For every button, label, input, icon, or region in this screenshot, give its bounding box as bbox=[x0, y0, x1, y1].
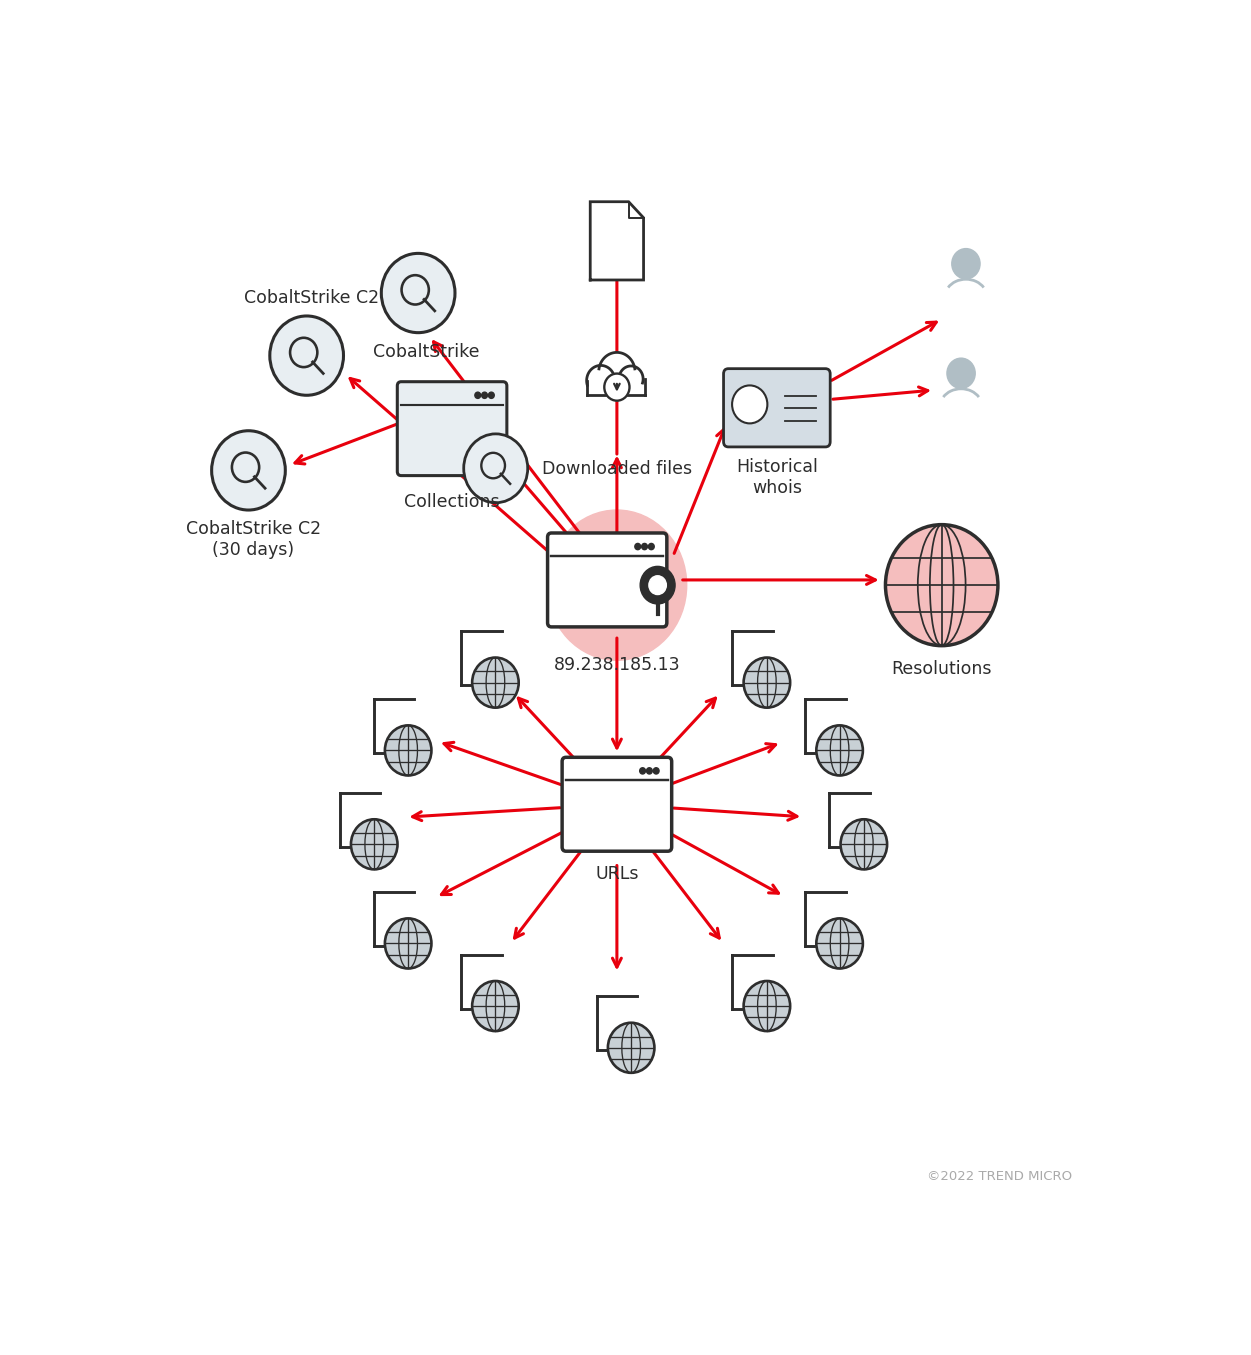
Circle shape bbox=[841, 820, 887, 870]
Circle shape bbox=[352, 820, 398, 870]
Text: CobaltStrike C2: CobaltStrike C2 bbox=[244, 289, 379, 306]
Circle shape bbox=[642, 543, 648, 550]
Text: CobaltStrike C2
(30 days): CobaltStrike C2 (30 days) bbox=[185, 520, 322, 560]
FancyBboxPatch shape bbox=[562, 757, 672, 851]
Text: Resolutions: Resolutions bbox=[892, 660, 992, 679]
Text: 89.238.185.13: 89.238.185.13 bbox=[554, 656, 681, 673]
Circle shape bbox=[952, 249, 980, 278]
Circle shape bbox=[743, 981, 791, 1031]
FancyBboxPatch shape bbox=[398, 382, 507, 476]
Text: CobaltStrike: CobaltStrike bbox=[373, 343, 479, 360]
Circle shape bbox=[464, 434, 528, 503]
Circle shape bbox=[547, 509, 687, 660]
Text: ©2022 TREND MICRO: ©2022 TREND MICRO bbox=[927, 1169, 1072, 1183]
Circle shape bbox=[599, 352, 636, 392]
Circle shape bbox=[743, 657, 791, 707]
Circle shape bbox=[211, 431, 285, 509]
Circle shape bbox=[482, 392, 488, 398]
Polygon shape bbox=[590, 202, 643, 280]
Circle shape bbox=[604, 374, 629, 401]
FancyBboxPatch shape bbox=[548, 533, 667, 627]
Text: Downloaded files: Downloaded files bbox=[542, 459, 692, 478]
Circle shape bbox=[472, 981, 519, 1031]
Text: Collections: Collections bbox=[404, 493, 500, 511]
Text: URLs: URLs bbox=[595, 864, 639, 882]
Circle shape bbox=[382, 253, 455, 333]
Circle shape bbox=[653, 768, 659, 774]
Polygon shape bbox=[587, 378, 646, 396]
Circle shape bbox=[475, 392, 480, 398]
Circle shape bbox=[488, 392, 494, 398]
Circle shape bbox=[641, 566, 676, 604]
Circle shape bbox=[270, 316, 344, 396]
Circle shape bbox=[817, 919, 863, 969]
Circle shape bbox=[608, 1023, 654, 1073]
Circle shape bbox=[472, 657, 519, 707]
Circle shape bbox=[948, 359, 975, 388]
Circle shape bbox=[385, 725, 432, 775]
Circle shape bbox=[587, 366, 615, 396]
Circle shape bbox=[649, 576, 667, 595]
Circle shape bbox=[619, 366, 643, 392]
Text: Historical
whois: Historical whois bbox=[736, 458, 818, 497]
Circle shape bbox=[732, 385, 767, 423]
Circle shape bbox=[639, 768, 646, 774]
Circle shape bbox=[886, 524, 998, 646]
Circle shape bbox=[647, 768, 652, 774]
Circle shape bbox=[817, 725, 863, 775]
Circle shape bbox=[385, 919, 432, 969]
FancyBboxPatch shape bbox=[723, 369, 831, 447]
Circle shape bbox=[648, 543, 654, 550]
Circle shape bbox=[634, 543, 641, 550]
